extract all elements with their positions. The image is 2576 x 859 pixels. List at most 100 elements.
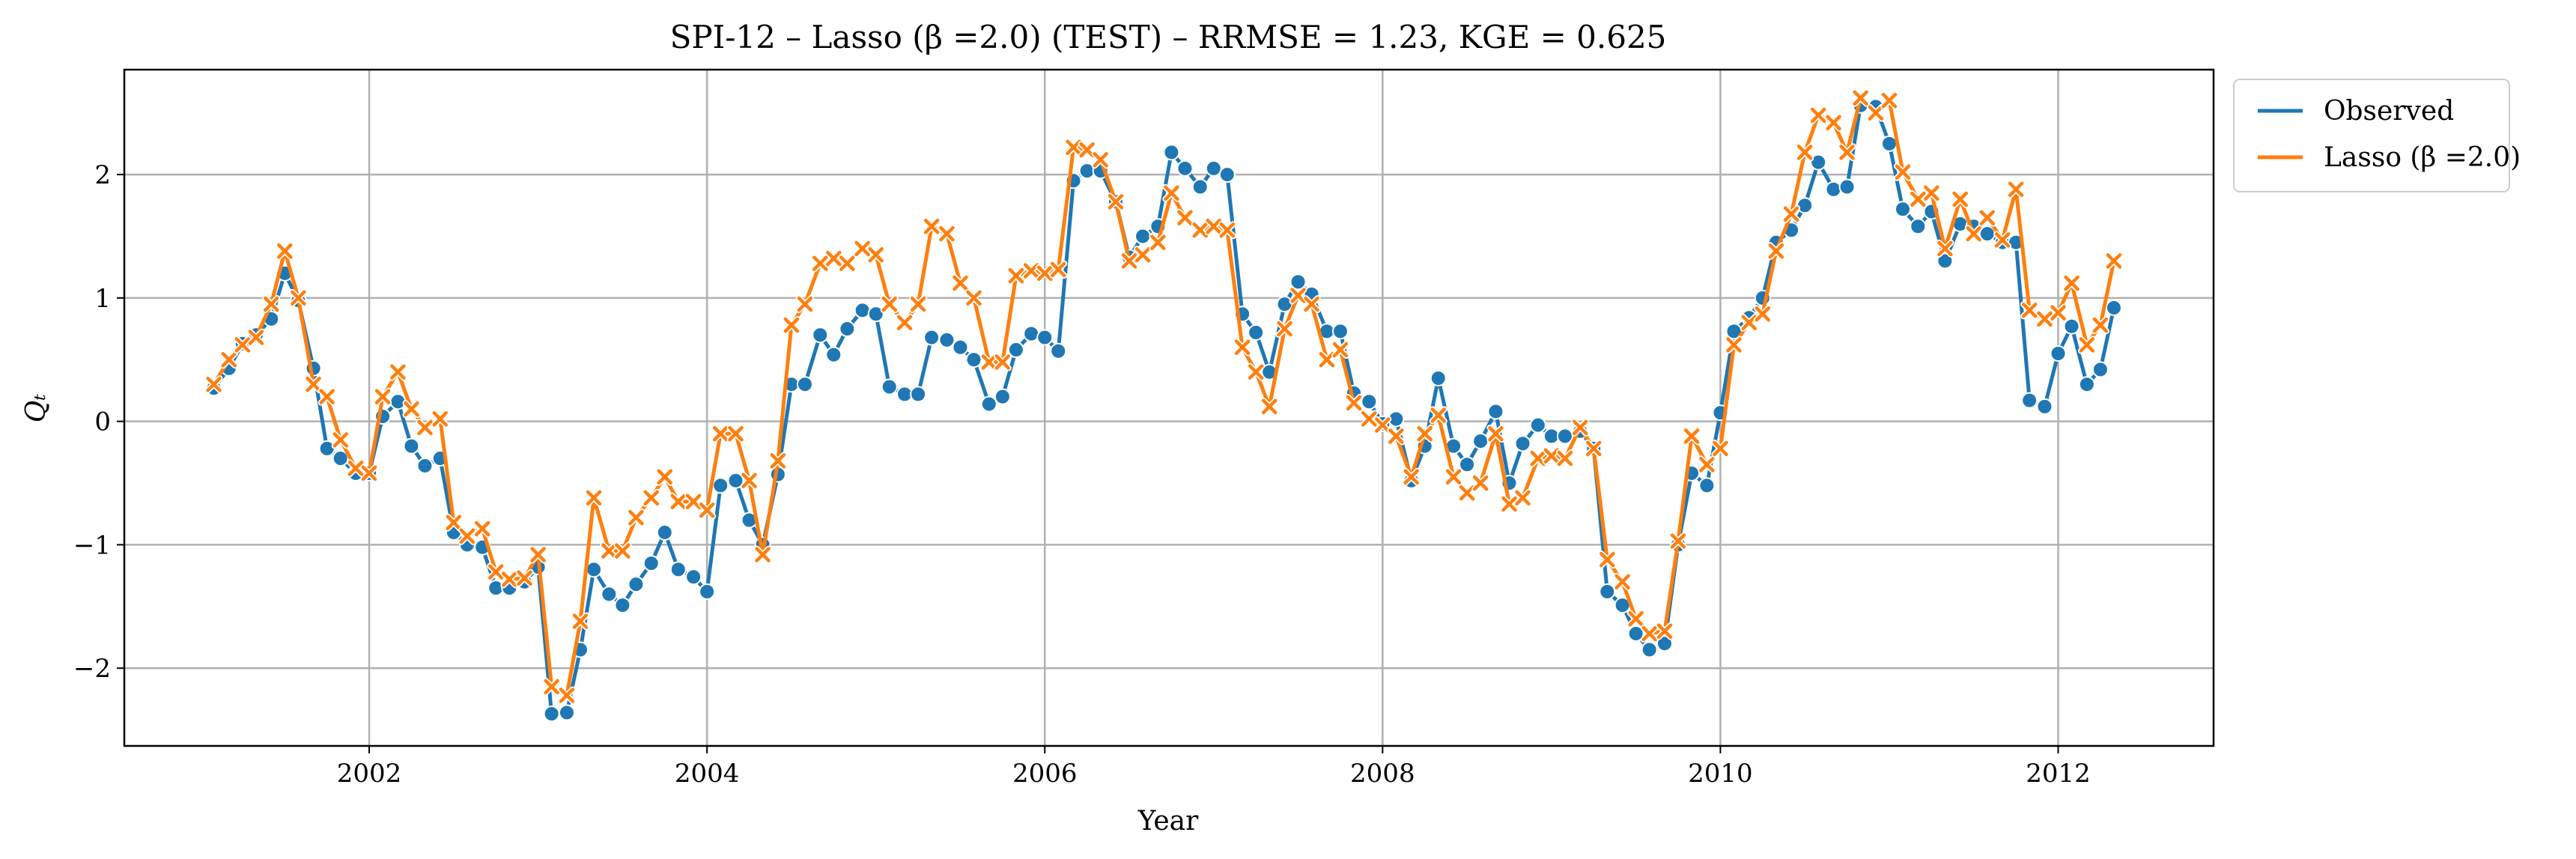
data-point-lasso: [2077, 336, 2096, 354]
data-point-lasso: [416, 418, 434, 437]
data-point-lasso: [276, 242, 294, 261]
data-point-lasso: [246, 328, 265, 347]
data-point-lasso: [1528, 449, 1547, 468]
data-point-observed: [332, 450, 349, 467]
data-point-lasso: [1006, 267, 1025, 285]
data-point-observed: [1641, 641, 1658, 658]
data-point-lasso: [1585, 439, 1603, 458]
data-point-lasso: [1571, 418, 1590, 437]
x-tick-label: 2002: [337, 759, 402, 789]
data-point-lasso: [2062, 274, 2081, 293]
data-point-lasso: [1866, 103, 1885, 122]
data-point-lasso: [262, 295, 281, 314]
data-point-observed: [839, 321, 856, 338]
data-point-lasso: [318, 387, 336, 406]
data-point-observed: [1838, 178, 1856, 195]
data-point-observed: [2036, 398, 2053, 415]
data-point-lasso: [1936, 239, 1954, 258]
data-point-observed: [487, 580, 505, 597]
data-point-observed: [543, 705, 560, 723]
data-point-lasso: [909, 295, 928, 314]
data-point-lasso: [740, 471, 759, 490]
series-line-lasso: [212, 96, 2116, 697]
data-point-observed: [1191, 178, 1209, 195]
data-point-observed: [2063, 318, 2080, 335]
data-point-observed: [614, 597, 631, 614]
data-point-lasso: [1993, 231, 2012, 249]
chart-title: SPI-12 – Lasso (β =2.0) (TEST) – RRMSE =…: [670, 19, 1667, 55]
data-point-observed: [1023, 325, 1040, 342]
data-point-lasso: [1218, 221, 1236, 240]
data-point-lasso: [1683, 427, 1701, 446]
data-point-lasso: [331, 431, 350, 449]
data-point-lasso: [824, 249, 843, 268]
data-point-observed: [685, 568, 702, 586]
data-point-lasso: [838, 254, 857, 273]
data-point-observed: [656, 523, 673, 541]
data-point-observed: [1218, 166, 1236, 183]
data-point-observed: [416, 457, 434, 474]
x-tick-label: 2006: [1012, 759, 1078, 789]
data-point-lasso: [642, 488, 660, 507]
data-point-observed: [923, 329, 941, 346]
data-point-observed: [2021, 392, 2038, 409]
data-point-lasso: [346, 459, 365, 478]
x-axis: 2002 2004 2006 2008 2010 2012: [337, 746, 2091, 789]
data-point-observed: [881, 378, 898, 395]
data-point-observed: [1276, 296, 1293, 313]
data-point-observed: [601, 586, 618, 603]
data-point-lasso: [768, 452, 787, 470]
data-point-lasso: [880, 295, 899, 314]
data-point-lasso: [1162, 183, 1181, 202]
data-point-lasso: [923, 217, 941, 236]
data-point-observed: [2092, 361, 2109, 378]
y-tick-label: −2: [73, 654, 111, 684]
plot-frame: [123, 68, 2215, 747]
data-point-lasso: [1091, 151, 1110, 169]
data-point-observed: [1556, 428, 1573, 445]
data-point-lasso: [726, 425, 745, 443]
data-point-observed: [318, 440, 335, 457]
series-lasso: [204, 88, 2123, 705]
y-tick-label: 2: [94, 160, 111, 190]
data-point-lasso: [795, 295, 814, 314]
data-point-observed: [867, 306, 884, 323]
data-point-lasso: [1613, 572, 1632, 591]
legend-label-observed: Observed: [2324, 96, 2454, 127]
data-point-observed: [1134, 228, 1152, 245]
data-point-observed: [1810, 154, 1827, 171]
data-point-lasso: [979, 353, 998, 371]
data-point-lasso: [1964, 225, 1983, 243]
data-point-observed: [1880, 135, 1898, 152]
data-point-lasso: [1191, 221, 1209, 240]
data-point-observed: [1825, 180, 1842, 198]
data-point-lasso: [2104, 252, 2123, 270]
data-point-lasso: [1655, 622, 1674, 640]
data-point-lasso: [1078, 141, 1096, 160]
data-point-lasso: [431, 410, 449, 428]
data-point-lasso: [1838, 143, 1856, 162]
data-point-lasso: [655, 467, 674, 486]
data-point-lasso: [1445, 467, 1463, 486]
data-point-lasso: [1471, 474, 1490, 493]
data-point-lasso: [571, 612, 589, 631]
data-point-lasso: [1022, 261, 1041, 280]
data-point-lasso: [866, 246, 885, 264]
data-point-observed: [1487, 403, 1504, 420]
data-point-lasso: [2020, 301, 2039, 320]
data-point-lasso: [1740, 313, 1758, 332]
data-point-lasso: [1824, 113, 1843, 132]
data-point-observed: [1459, 456, 1476, 473]
data-point-observed: [1656, 635, 1673, 652]
data-point-observed: [994, 388, 1011, 405]
data-point-lasso: [1893, 163, 1912, 181]
data-point-lasso: [1415, 425, 1434, 443]
data-point-observed: [2078, 376, 2095, 393]
data-point-lasso: [1387, 427, 1406, 446]
data-point-observed: [2050, 344, 2067, 362]
y-tick-label: 1: [94, 284, 111, 314]
data-point-lasso: [951, 274, 970, 293]
data-point-lasso: [1640, 625, 1659, 643]
data-point-lasso: [1120, 252, 1138, 270]
